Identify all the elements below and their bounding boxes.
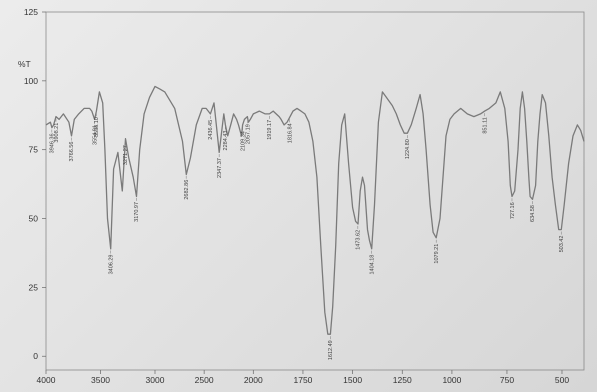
- peak-label: 2057.19: [245, 124, 251, 144]
- peak-label: 2284.43: [223, 131, 229, 151]
- y-tick-label: 0: [33, 351, 38, 361]
- peak-label: 634.58: [530, 205, 536, 222]
- x-tick-label: 1750: [293, 375, 312, 385]
- peak-label: 1816.84: [288, 123, 294, 143]
- peak-label: 3406.29: [109, 254, 115, 274]
- peak-label: 851.11: [482, 117, 488, 133]
- peak-label: 3946.36: [50, 133, 56, 153]
- peak-label: 2436.45: [208, 120, 214, 140]
- y-tick-label: 75: [29, 145, 39, 155]
- x-tick-label: 1000: [442, 375, 461, 385]
- x-tick-label: 500: [555, 375, 569, 385]
- plot-area-border: [45, 11, 585, 371]
- y-axis-label: %T: [18, 59, 31, 69]
- y-tick-label: 100: [24, 76, 38, 86]
- peak-label: 2109.34: [240, 131, 246, 151]
- x-tick-label: 2500: [195, 375, 214, 385]
- peak-label: 3170.97: [134, 202, 140, 222]
- peak-label: 2347.37: [217, 158, 223, 178]
- spectrum-line-group: [45, 85, 585, 335]
- peak-label: 2682.86: [184, 180, 190, 200]
- x-tick-label: 3500: [91, 375, 110, 385]
- peak-label: 1919.17: [267, 120, 273, 140]
- peak-label: 727.16: [510, 202, 516, 219]
- peak-label: 503.42: [559, 236, 565, 253]
- peak-label: 3766.56: [69, 142, 75, 162]
- x-axis-ticks: 4000 3500 3000 2500 2000 1750 1500 1250 1000 750 5…: [37, 370, 569, 385]
- peak-label: 3271.27: [123, 145, 129, 165]
- x-tick-label: 3000: [146, 375, 165, 385]
- peak-label: 1404.18: [369, 255, 375, 275]
- peak-label: 3538.10: [94, 117, 100, 137]
- y-axis-ticks: 125 100 75 50 25 0: [24, 7, 46, 361]
- peak-label: 1473.62: [356, 230, 362, 250]
- peak-label: 1224.80: [405, 139, 411, 159]
- x-tick-label: 1250: [393, 375, 412, 385]
- x-tick-label: 2000: [244, 375, 263, 385]
- peak-label: 1079.21: [434, 244, 440, 264]
- peak-label: 3908.21: [54, 123, 60, 143]
- peak-label: 1612.49: [328, 340, 334, 360]
- x-tick-label: 4000: [37, 375, 56, 385]
- y-tick-label: 25: [29, 282, 39, 292]
- y-tick-label: 50: [29, 214, 39, 224]
- chart-frame: [45, 11, 585, 371]
- peak-label: 3554.81: [92, 125, 98, 145]
- x-tick-label: 1500: [343, 375, 362, 385]
- x-tick-label: 750: [500, 375, 514, 385]
- spectrum-line: [45, 85, 585, 335]
- y-tick-label: 125: [24, 7, 38, 17]
